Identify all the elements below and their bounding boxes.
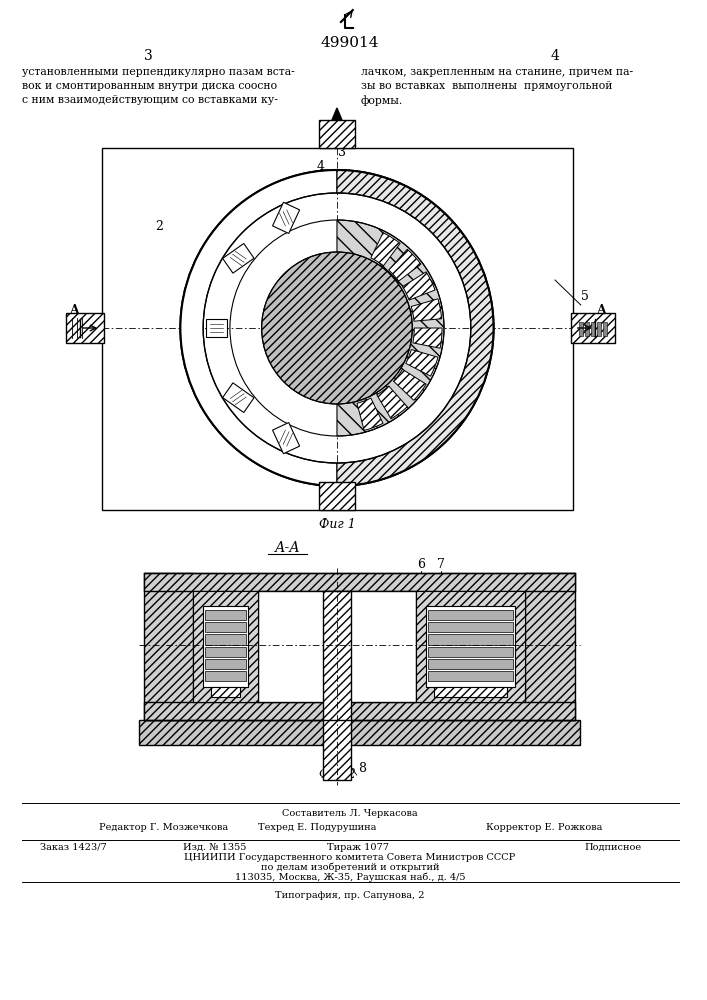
Text: установленными перпендикулярно пазам вста-
вок и смонтированным внутри диска соо: установленными перпендикулярно пазам вст…	[22, 67, 295, 105]
Wedge shape	[402, 272, 435, 300]
Bar	[428, 622, 513, 632]
Bar	[597, 322, 601, 336]
Bar	[206, 319, 228, 337]
Bar	[525, 573, 575, 720]
Bar	[102, 148, 573, 510]
Bar	[203, 606, 247, 687]
Text: Составитель Л. Черкасова: Составитель Л. Черкасова	[282, 810, 418, 818]
Text: 4: 4	[551, 49, 559, 63]
Bar	[571, 313, 616, 343]
Text: 3: 3	[144, 49, 153, 63]
Circle shape	[262, 252, 412, 404]
Text: 7: 7	[437, 558, 445, 571]
Wedge shape	[377, 386, 407, 419]
Bar	[223, 243, 254, 273]
Bar	[434, 687, 508, 697]
Bar	[139, 720, 580, 745]
Bar	[416, 591, 525, 702]
Wedge shape	[413, 328, 442, 348]
Circle shape	[180, 170, 493, 486]
Text: 1: 1	[333, 488, 341, 501]
Bar	[323, 591, 351, 780]
Wedge shape	[357, 398, 383, 430]
Bar	[434, 687, 508, 697]
Bar	[319, 482, 355, 510]
Bar	[205, 622, 246, 632]
Text: А-А: А-А	[274, 541, 300, 555]
Text: Фиг 2: Фиг 2	[319, 768, 356, 782]
Wedge shape	[371, 233, 400, 266]
Bar	[426, 606, 515, 687]
Wedge shape	[411, 299, 442, 321]
Bar	[571, 313, 616, 343]
Bar	[428, 659, 513, 669]
Wedge shape	[406, 349, 438, 376]
Text: Изд. № 1355: Изд. № 1355	[183, 842, 247, 852]
Polygon shape	[180, 170, 337, 486]
Bar	[205, 671, 246, 681]
Text: 5: 5	[581, 290, 589, 303]
Bar	[144, 573, 193, 720]
Wedge shape	[394, 369, 426, 400]
Text: 113035, Москва, Ж-35, Раушская наб., д. 4/5: 113035, Москва, Ж-35, Раушская наб., д. …	[235, 872, 465, 882]
Text: ЦНИИПИ Государственного комитета Совета Министров СССР: ЦНИИПИ Государственного комитета Совета …	[185, 852, 515, 861]
Text: Редактор Г. Мозжечкова: Редактор Г. Мозжечкова	[99, 824, 228, 832]
Bar	[602, 322, 607, 336]
Bar	[144, 573, 575, 591]
Bar	[585, 322, 589, 336]
Text: 3: 3	[338, 146, 346, 159]
Text: A: A	[596, 304, 605, 317]
Text: Типография, пр. Сапунова, 2: Типография, пр. Сапунова, 2	[275, 892, 425, 900]
Bar	[66, 313, 104, 343]
Text: 8: 8	[358, 762, 366, 775]
Text: Техред Е. Подурушина: Техред Е. Подурушина	[257, 824, 376, 832]
Wedge shape	[389, 249, 421, 281]
Text: 4: 4	[317, 160, 325, 173]
Bar	[428, 610, 513, 620]
Bar	[66, 313, 104, 343]
Polygon shape	[332, 108, 342, 120]
Text: Тираж 1077: Тираж 1077	[327, 842, 389, 852]
Bar	[590, 322, 595, 336]
Bar	[144, 702, 575, 720]
Text: лачком, закрепленным на станине, причем па-
зы во вставках  выполнены  прямоугол: лачком, закрепленным на станине, причем …	[361, 67, 633, 106]
Text: A: A	[69, 304, 79, 317]
Bar	[193, 591, 257, 702]
Bar	[273, 202, 300, 233]
Polygon shape	[337, 170, 493, 486]
Polygon shape	[337, 220, 444, 436]
Bar	[205, 634, 246, 645]
Text: 6: 6	[417, 558, 425, 571]
Bar	[223, 383, 254, 413]
Bar	[579, 322, 583, 336]
Bar	[319, 482, 355, 510]
Text: Заказ 1423/7: Заказ 1423/7	[40, 842, 106, 852]
Text: 2: 2	[156, 220, 163, 233]
Text: Корректор Е. Рожкова: Корректор Е. Рожкова	[486, 824, 602, 832]
Bar	[428, 634, 513, 645]
Text: 499014: 499014	[320, 36, 379, 50]
Bar	[273, 423, 300, 454]
Bar	[257, 591, 416, 702]
Bar	[428, 671, 513, 681]
Text: Фиг 1: Фиг 1	[319, 518, 356, 530]
Bar	[211, 687, 240, 697]
Bar	[211, 687, 240, 697]
Bar	[428, 646, 513, 657]
Bar	[205, 646, 246, 657]
Bar	[205, 659, 246, 669]
Text: по делам изобретений и открытий: по делам изобретений и открытий	[261, 862, 439, 872]
Bar	[205, 610, 246, 620]
Bar	[319, 120, 355, 148]
Text: Подписное: Подписное	[585, 842, 642, 852]
Bar	[323, 591, 351, 780]
Bar	[319, 120, 355, 148]
